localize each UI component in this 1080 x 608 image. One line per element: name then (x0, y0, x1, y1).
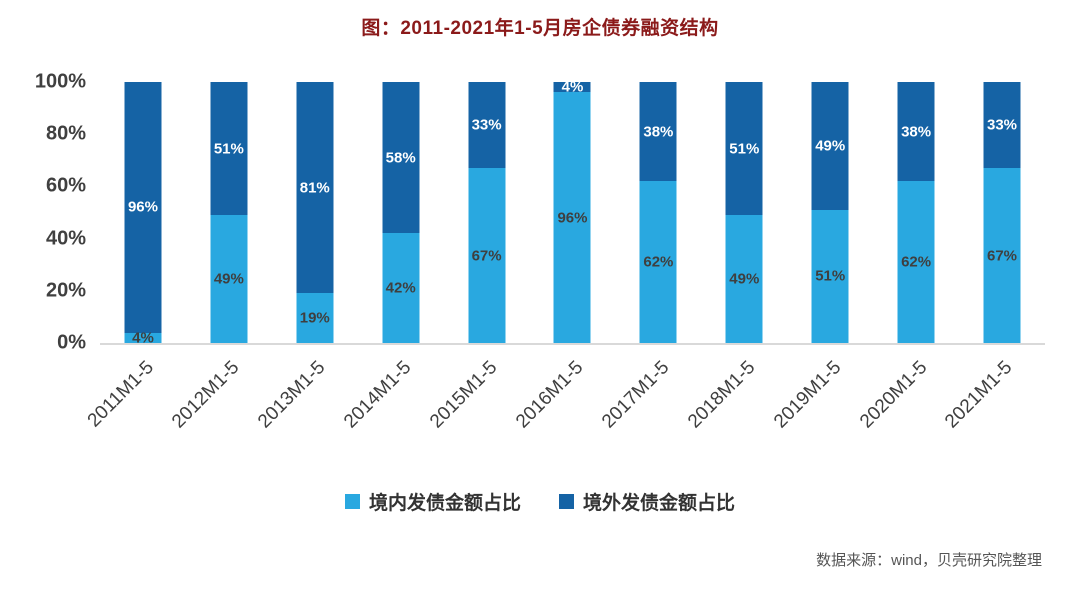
segment-domestic: 51% (811, 209, 849, 343)
plot-area: 100% 80% 60% 40% 20% 0% 96% 4% 2011M1-5 51% 49% 20… (35, 71, 1045, 432)
bar-group-2013M1-5: 81% 19% 2013M1-5 (254, 82, 358, 432)
data-label: 19% (299, 309, 330, 327)
data-label: 58% (385, 149, 416, 167)
data-label: 49% (729, 270, 760, 288)
data-label: 51% (213, 140, 244, 158)
data-label: 33% (987, 116, 1018, 134)
x-axis-label: 2016M1-5 (511, 357, 588, 433)
y-axis-tick-label: 60% (45, 174, 86, 197)
data-label: 96% (127, 198, 158, 216)
bar-group-2016M1-5: 4% 96% 2016M1-5 (512, 79, 616, 432)
bar-group-2017M1-5: 38% 62% 2017M1-5 (598, 82, 701, 432)
stacked-bar: 33% 67% (468, 82, 506, 343)
data-label: 38% (901, 123, 932, 141)
data-label: 4% (561, 78, 584, 96)
data-label: 49% (815, 137, 846, 155)
segment-domestic: 67% (983, 168, 1021, 343)
segment-domestic: 42% (382, 233, 420, 343)
segment-domestic: 96% (553, 92, 591, 343)
data-label: 49% (213, 270, 244, 288)
bar-group-2018M1-5: 51% 49% 2018M1-5 (684, 82, 787, 432)
chart-title: 图：2011-2021年1-5月房企债券融资结构 (361, 18, 719, 39)
segment-overseas: 4% (553, 79, 591, 96)
data-label: 33% (471, 116, 502, 134)
bar-group-2020M1-5: 38% 62% 2020M1-5 (856, 82, 959, 432)
x-axis-label: 2013M1-5 (254, 357, 330, 433)
y-axis-tick-label: 80% (45, 122, 86, 145)
y-axis-tick-label: 100% (34, 70, 86, 93)
x-axis-label: 2021M1-5 (941, 357, 1017, 433)
segment-overseas: 96% (124, 82, 162, 333)
segment-overseas: 51% (210, 82, 248, 216)
x-axis-label: 2017M1-5 (597, 357, 674, 433)
data-label: 96% (557, 209, 588, 227)
segment-overseas: 58% (382, 82, 420, 234)
segment-domestic: 62% (639, 181, 677, 343)
y-axis-tick-label: 20% (45, 279, 86, 302)
x-axis-label: 2011M1-5 (83, 357, 158, 432)
segment-overseas: 81% (296, 82, 334, 294)
data-label: 81% (299, 179, 330, 197)
data-label: 4% (132, 329, 154, 347)
x-axis-label: 2019M1-5 (769, 357, 846, 433)
data-label: 51% (729, 140, 760, 158)
legend-swatch-domestic-icon (344, 494, 360, 509)
stacked-bar: 38% 62% (639, 82, 677, 343)
segment-domestic: 49% (210, 215, 248, 343)
bar-group-2019M1-5: 49% 51% 2019M1-5 (770, 82, 873, 432)
x-axis-label: 2020M1-5 (855, 357, 931, 433)
data-label: 42% (385, 279, 416, 297)
segment-domestic: 62% (897, 181, 935, 343)
x-axis-label: 2012M1-5 (168, 357, 244, 433)
x-axis-label: 2018M1-5 (683, 357, 760, 433)
legend-label-domestic: 境内发债金额占比 (368, 493, 521, 514)
legend: 境内发债金额占比 境外发债金额占比 (0, 488, 1080, 515)
stacked-bar: 38% 62% (897, 82, 935, 343)
segment-overseas: 38% (639, 82, 677, 182)
segment-overseas: 33% (983, 82, 1021, 169)
x-axis-label: 2015M1-5 (426, 357, 502, 433)
y-axis-tick-label: 40% (45, 227, 86, 250)
stacked-bar: 51% 49% (210, 82, 248, 343)
stacked-bar: 96% 4% (124, 82, 162, 346)
segment-overseas: 51% (725, 82, 763, 216)
data-label: 51% (815, 267, 846, 285)
segment-overseas: 49% (811, 82, 849, 210)
x-axis-label: 2014M1-5 (340, 357, 416, 433)
segment-domestic: 67% (468, 168, 506, 343)
stacked-bar: 58% 42% (382, 82, 420, 343)
stacked-bar: 33% 67% (983, 82, 1021, 343)
bar-group-2012M1-5: 51% 49% 2012M1-5 (168, 82, 272, 432)
legend-label-overseas: 境外发债金额占比 (583, 493, 736, 514)
segment-overseas: 38% (897, 82, 935, 182)
segment-domestic: 4% (124, 329, 162, 346)
segment-domestic: 49% (725, 215, 763, 343)
data-label: 62% (643, 253, 674, 271)
bar-group-2014M1-5: 58% 42% 2014M1-5 (340, 82, 444, 432)
data-label: 67% (471, 247, 502, 265)
bar-group-2021M1-5: 33% 67% 2021M1-5 (942, 82, 1045, 432)
stacked-bar: 4% 96% (553, 79, 591, 343)
bar-group-2011M1-5: 96% 4% 2011M1-5 (83, 82, 186, 431)
bar-group-2015M1-5: 33% 67% 2015M1-5 (426, 82, 530, 432)
data-source-note: 数据来源：wind，贝壳研究院整理 (816, 552, 1042, 569)
data-label: 62% (901, 253, 932, 271)
stacked-bar: 81% 19% (296, 82, 334, 343)
segment-overseas: 33% (468, 82, 506, 169)
data-label: 38% (643, 123, 674, 141)
stacked-bar: 51% 49% (725, 82, 763, 343)
legend-swatch-overseas-icon (559, 494, 574, 509)
legend-item-overseas: 境外发债金额占比 (559, 488, 735, 515)
data-label: 67% (987, 247, 1018, 265)
stacked-bar: 49% 51% (811, 82, 849, 343)
legend-item-domestic: 境内发债金额占比 (344, 488, 521, 515)
y-axis-tick-label: 0% (57, 331, 86, 354)
segment-domestic: 19% (296, 293, 334, 343)
